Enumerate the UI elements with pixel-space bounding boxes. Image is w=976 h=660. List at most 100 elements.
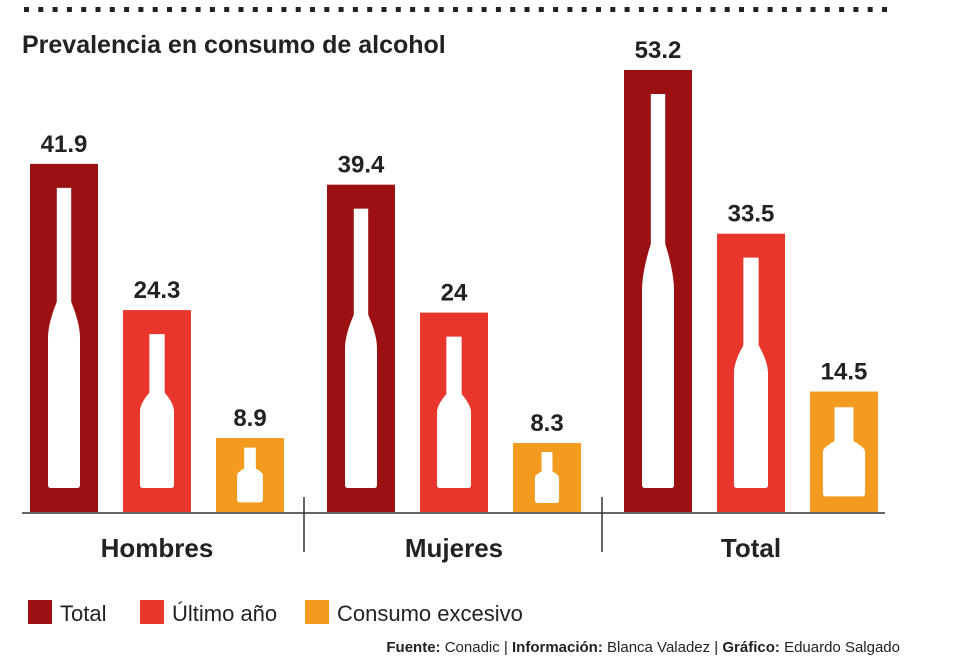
dot: [810, 7, 816, 12]
dot: [510, 7, 516, 12]
bar-total-1: 33.5: [717, 201, 785, 513]
bottle-icon: [642, 94, 674, 488]
dot: [495, 7, 501, 12]
dot: [867, 7, 873, 12]
bar-hombres-2: 8.9: [216, 405, 284, 512]
data-label: 8.9: [233, 405, 266, 432]
legend-swatch: [305, 600, 329, 624]
bottle-icon: [534, 452, 560, 504]
data-label: 24.3: [134, 277, 181, 304]
legend-swatch: [28, 600, 52, 624]
data-label: 39.4: [338, 152, 385, 179]
dot: [882, 7, 887, 12]
dot: [109, 7, 115, 12]
data-label: 14.5: [821, 359, 868, 386]
dot: [653, 7, 659, 12]
dot: [538, 7, 544, 12]
category-label: Hombres: [101, 533, 214, 563]
chart-title: Prevalencia en consumo de alcohol: [22, 31, 446, 59]
dot: [796, 7, 802, 12]
bar-mujeres-1: 24: [420, 280, 488, 512]
bottle-icon: [237, 447, 263, 503]
dot: [453, 7, 458, 12]
dot: [181, 7, 187, 12]
legend-item: Consumo excesivo: [305, 600, 523, 626]
dot: [596, 7, 601, 12]
top-dotted-rule: [24, 7, 887, 12]
bar-total-2: 14.5: [810, 359, 878, 512]
data-label: 33.5: [728, 201, 775, 228]
dot: [167, 7, 172, 12]
dot: [224, 7, 230, 12]
dot: [310, 7, 315, 12]
dot: [839, 7, 845, 12]
dot: [395, 7, 401, 12]
dot: [667, 7, 673, 12]
dot: [781, 7, 787, 12]
dot: [281, 7, 287, 12]
dot: [624, 7, 630, 12]
dot: [324, 7, 330, 12]
dot: [338, 7, 344, 12]
dot: [95, 7, 101, 12]
dot: [610, 7, 616, 12]
dot: [424, 7, 430, 12]
legend-swatch: [140, 600, 164, 624]
dot: [66, 7, 72, 12]
dot: [24, 7, 29, 12]
legend-item: Total: [28, 600, 106, 626]
dot: [38, 7, 44, 12]
bar-hombres-0: 41.9: [30, 131, 98, 512]
credits: Fuente: Conadic | Información: Blanca Va…: [386, 639, 900, 656]
bar-hombres-1: 24.3: [123, 277, 191, 512]
dot: [467, 7, 473, 12]
dot: [381, 7, 387, 12]
dot: [295, 7, 301, 12]
dot: [753, 7, 759, 12]
legend-label: Consumo excesivo: [337, 601, 523, 626]
dot: [152, 7, 158, 12]
dot: [81, 7, 87, 12]
dot: [438, 7, 444, 12]
dot: [267, 7, 273, 12]
bar-mujeres-0: 39.4: [327, 152, 395, 513]
dot: [567, 7, 573, 12]
dot: [553, 7, 559, 12]
dot: [352, 7, 358, 12]
dot: [853, 7, 859, 12]
legend-item: Último año: [140, 600, 277, 626]
bottle-icon: [437, 336, 471, 488]
dot: [696, 7, 702, 12]
bottle-icon: [48, 187, 80, 488]
data-label: 8.3: [530, 410, 563, 437]
dot: [52, 7, 58, 12]
dot: [209, 7, 215, 12]
category-label: Total: [721, 533, 781, 563]
legend-label: Último año: [172, 601, 277, 626]
dot: [824, 7, 830, 12]
dot: [367, 7, 373, 12]
bar-mujeres-2: 8.3: [513, 410, 581, 512]
data-label: 24: [441, 280, 468, 307]
legend-label: Total: [60, 601, 106, 626]
dot: [581, 7, 587, 12]
category-label: Mujeres: [405, 533, 503, 563]
dot: [638, 7, 644, 12]
dot: [724, 7, 730, 12]
bottle-icon: [734, 257, 768, 488]
dot: [238, 7, 244, 12]
dot: [681, 7, 687, 12]
bottle-icon: [345, 208, 377, 489]
bar-total-0: 53.2: [624, 37, 692, 512]
dot: [481, 7, 487, 12]
dot: [767, 7, 773, 12]
dot: [138, 7, 144, 12]
data-label: 41.9: [41, 131, 88, 158]
dot: [124, 7, 130, 12]
dot: [710, 7, 716, 12]
dot: [524, 7, 530, 12]
bottle-icon: [140, 334, 174, 488]
data-label: 53.2: [635, 37, 682, 64]
bottle-icon: [822, 407, 866, 497]
